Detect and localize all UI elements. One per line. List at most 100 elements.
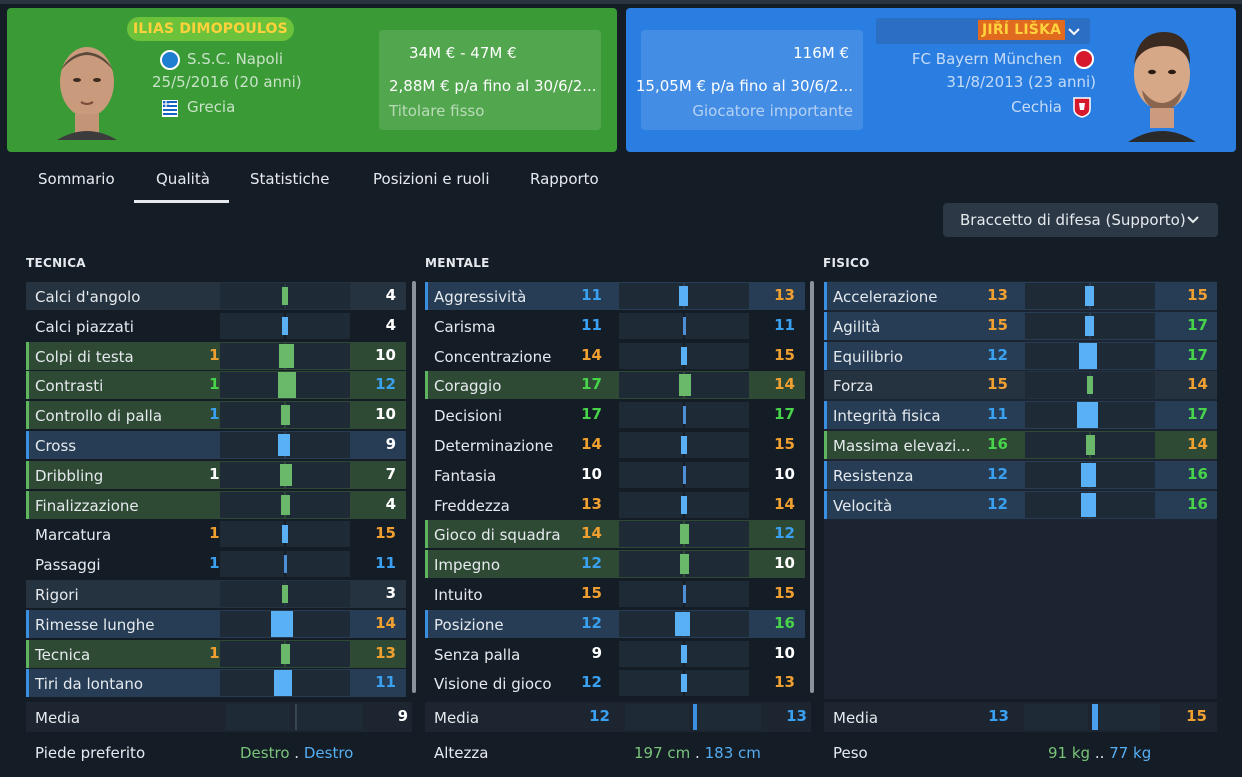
player-nation-left[interactable]: Grecia bbox=[187, 98, 236, 116]
tab-sommario[interactable]: Sommario bbox=[38, 170, 115, 188]
attributes-mentale: Aggressività 11 13 Carisma 11 11 Concentrazion… bbox=[425, 281, 805, 699]
media-bar-right bbox=[296, 704, 362, 730]
role-dropdown[interactable]: Braccetto di difesa (Supporto) bbox=[943, 203, 1218, 237]
tab-rapporto[interactable]: Rapporto bbox=[530, 170, 599, 188]
attribute-row[interactable]: Accelerazione 13 15 bbox=[824, 281, 1217, 311]
player-club-left[interactable]: S.S.C. Napoli bbox=[187, 50, 284, 68]
attribute-row[interactable]: Senza palla 9 10 bbox=[425, 639, 805, 669]
attribute-row-accent bbox=[26, 371, 29, 400]
attribute-row[interactable]: Dribbling107 bbox=[26, 460, 406, 490]
attribute-row[interactable]: Finalizzazione64 bbox=[26, 490, 406, 520]
attribute-label: Tecnica bbox=[35, 645, 91, 664]
attribute-row-accent bbox=[425, 550, 428, 579]
compare-bar-right bbox=[286, 432, 350, 458]
attribute-row[interactable]: Integrità fisica 11 17 bbox=[824, 400, 1217, 430]
attribute-row[interactable]: Intuito 15 15 bbox=[425, 579, 805, 609]
attribute-value-left: 9 bbox=[591, 643, 602, 662]
attribute-row[interactable]: Passaggi1111 bbox=[26, 549, 406, 579]
attribute-row[interactable]: Concentrazione 14 15 bbox=[425, 341, 805, 371]
player-card-right[interactable]: 116M € 15,05M € p/a fino al 30/6/2... Gi… bbox=[626, 8, 1236, 152]
attribute-row[interactable]: Colpi di testa1410 bbox=[26, 341, 406, 371]
player-name-left[interactable]: ILIAS DIMOPOULOS bbox=[127, 17, 294, 41]
attribute-row[interactable]: Fantasia 10 10 bbox=[425, 460, 805, 490]
compare-bar-right bbox=[1091, 283, 1155, 309]
attribute-value-left: 11 bbox=[581, 286, 602, 304]
compare-bar-left bbox=[1025, 283, 1089, 309]
compare-bar-left bbox=[619, 342, 683, 369]
compare-bar-marker bbox=[682, 406, 686, 425]
attribute-label: Integrità fisica bbox=[833, 407, 941, 426]
media-value-right: 13 bbox=[786, 707, 807, 725]
compare-bar-marker bbox=[1080, 462, 1096, 487]
attribute-row[interactable]: Rimesse lunghe714 bbox=[26, 609, 406, 639]
attribute-row[interactable]: Impegno 12 10 bbox=[425, 549, 805, 579]
attribute-label: Agilità bbox=[833, 317, 881, 336]
contract-box-left: 34M € - 47M € 2,88M € p/a fino al 30/6/2… bbox=[379, 30, 601, 130]
attribute-row[interactable]: Determinazione 14 15 bbox=[425, 430, 805, 460]
attribute-row[interactable]: Rigori43 bbox=[26, 579, 406, 609]
attribute-row[interactable]: Contrasti1712 bbox=[26, 370, 406, 400]
compare-bar-right bbox=[286, 521, 350, 548]
media-row-tecnica: Media 9 9 bbox=[26, 702, 412, 732]
compare-bar-left bbox=[220, 670, 284, 697]
compare-bar-left bbox=[220, 551, 284, 578]
chevron-down-icon[interactable] bbox=[1066, 23, 1082, 39]
attribute-label: Visione di gioco bbox=[434, 675, 552, 694]
section-title-mentale: MENTALE bbox=[425, 256, 490, 270]
player-nation-right[interactable]: Cechia bbox=[1011, 98, 1062, 116]
scrollbar-mentale[interactable] bbox=[810, 281, 814, 693]
media-label: Media bbox=[35, 709, 81, 727]
wage-right: 15,05M € p/a fino al 30/6/2... bbox=[635, 77, 853, 95]
attribute-row[interactable]: Equilibrio 12 17 bbox=[824, 341, 1217, 371]
attribute-row[interactable]: Cross69 bbox=[26, 430, 406, 460]
attribute-row[interactable]: Tecnica1513 bbox=[26, 639, 406, 669]
attribute-row[interactable]: Calci d'angolo54 bbox=[26, 281, 406, 311]
attribute-value-left: 12 bbox=[987, 345, 1008, 364]
tab-posizioni-e-ruoli[interactable]: Posizioni e ruoli bbox=[373, 170, 490, 188]
attribute-row[interactable]: Agilità 15 17 bbox=[824, 311, 1217, 341]
attribute-label: Posizione bbox=[434, 615, 504, 634]
player-club-right[interactable]: FC Bayern München bbox=[911, 50, 1062, 68]
chevron-down-icon bbox=[1187, 216, 1199, 224]
compare-bar-left bbox=[619, 283, 683, 309]
attribute-row[interactable]: Coraggio 17 14 bbox=[425, 370, 805, 400]
player-selector[interactable]: JIŘÍ LIŠKA bbox=[876, 18, 1090, 44]
attribute-label: Freddezza bbox=[434, 496, 510, 515]
attribute-value-right: 15 bbox=[774, 584, 795, 602]
attribute-label: Senza palla bbox=[434, 645, 521, 664]
attribute-value-left: 13 bbox=[987, 286, 1008, 304]
attribute-row[interactable]: Resistenza 12 16 bbox=[824, 460, 1217, 490]
attribute-row[interactable]: Tiri da lontano611 bbox=[26, 668, 406, 698]
tab-statistiche[interactable]: Statistiche bbox=[250, 170, 330, 188]
compare-bar-right bbox=[685, 670, 749, 697]
attribute-value-right: 7 bbox=[385, 464, 396, 483]
tab-qualita[interactable]: Qualità bbox=[156, 170, 210, 188]
attribute-compare-bar bbox=[220, 491, 350, 518]
attribute-compare-bar bbox=[220, 461, 350, 488]
attribute-row[interactable]: Posizione 12 16 bbox=[425, 609, 805, 639]
attribute-label: Rigori bbox=[35, 586, 79, 604]
compare-bar-marker bbox=[1086, 435, 1096, 455]
attribute-row[interactable]: Forza 15 14 bbox=[824, 370, 1217, 400]
attribute-row[interactable]: Freddezza 13 14 bbox=[425, 490, 805, 520]
attribute-row[interactable]: Calci piazzati34 bbox=[26, 311, 406, 341]
attribute-row[interactable]: Velocità 12 16 bbox=[824, 490, 1217, 520]
attribute-row[interactable]: Controllo di palla1210 bbox=[26, 400, 406, 430]
footer-piede-right: Destro bbox=[303, 744, 354, 762]
attribute-row[interactable]: Marcatura1415 bbox=[26, 519, 406, 549]
attribute-row[interactable]: Gioco di squadra 14 12 bbox=[425, 519, 805, 549]
scrollbar-tecnica[interactable] bbox=[412, 281, 416, 693]
attribute-row[interactable]: Decisioni 17 17 bbox=[425, 400, 805, 430]
attribute-value-right: 17 bbox=[1187, 405, 1208, 424]
attribute-label: Marcatura bbox=[35, 526, 112, 545]
player-card-left[interactable]: ILIAS DIMOPOULOS S.S.C. Napoli 25/5/2016… bbox=[7, 8, 617, 152]
compare-bar-left bbox=[1025, 312, 1089, 339]
attribute-row[interactable]: Massima elevazi... 16 14 bbox=[824, 430, 1217, 460]
attribute-row[interactable]: Carisma 11 11 bbox=[425, 311, 805, 341]
attribute-row[interactable]: Aggressività 11 13 bbox=[425, 281, 805, 311]
compare-bar-left bbox=[220, 491, 284, 518]
player-name-right[interactable]: JIŘÍ LIŠKA bbox=[978, 20, 1066, 40]
attribute-value-right: 15 bbox=[1187, 286, 1208, 304]
attribute-row[interactable]: Visione di gioco 12 13 bbox=[425, 668, 805, 698]
czech-crest-icon bbox=[1073, 97, 1091, 118]
